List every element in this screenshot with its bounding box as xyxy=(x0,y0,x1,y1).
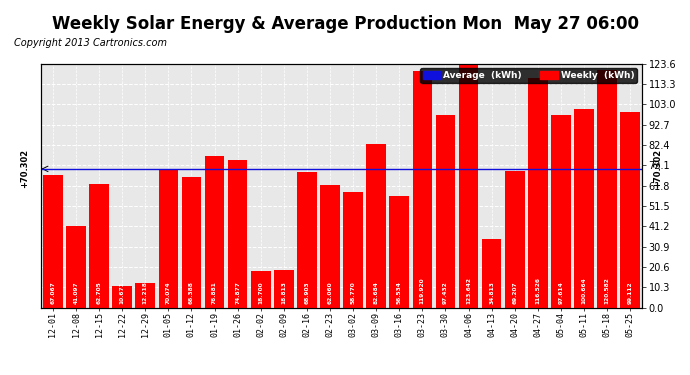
Bar xyxy=(297,172,317,308)
Bar xyxy=(505,171,524,308)
Text: 119.920: 119.920 xyxy=(420,277,425,303)
Text: 56.534: 56.534 xyxy=(397,280,402,303)
Bar xyxy=(66,226,86,308)
Bar xyxy=(366,144,386,308)
Text: 12.218: 12.218 xyxy=(143,280,148,303)
Text: 120.582: 120.582 xyxy=(604,277,609,303)
Bar xyxy=(135,284,155,308)
Text: 34.813: 34.813 xyxy=(489,280,494,303)
Bar xyxy=(551,115,571,308)
Text: 97.432: 97.432 xyxy=(443,281,448,303)
Bar xyxy=(228,160,248,308)
Text: 74.877: 74.877 xyxy=(235,280,240,303)
Bar xyxy=(620,112,640,308)
Bar xyxy=(435,116,455,308)
Text: 67.067: 67.067 xyxy=(50,281,55,303)
Text: 82.684: 82.684 xyxy=(374,280,379,303)
Text: 116.526: 116.526 xyxy=(535,276,540,303)
Bar xyxy=(482,239,502,308)
Text: 41.097: 41.097 xyxy=(74,281,79,303)
Text: 58.770: 58.770 xyxy=(351,281,355,303)
Bar xyxy=(205,156,224,308)
Bar xyxy=(459,64,478,308)
Text: Copyright 2013 Cartronics.com: Copyright 2013 Cartronics.com xyxy=(14,38,167,48)
Bar xyxy=(251,271,270,308)
Text: 68.903: 68.903 xyxy=(304,281,309,303)
Text: 100.664: 100.664 xyxy=(582,277,586,303)
Bar xyxy=(43,175,63,308)
Bar xyxy=(181,177,201,308)
Text: 62.060: 62.060 xyxy=(328,281,333,303)
Text: 18.700: 18.700 xyxy=(258,281,264,303)
Text: 69.207: 69.207 xyxy=(512,281,518,303)
Text: 123.642: 123.642 xyxy=(466,276,471,303)
Bar xyxy=(598,70,617,308)
Text: Weekly Solar Energy & Average Production Mon  May 27 06:00: Weekly Solar Energy & Average Production… xyxy=(52,15,638,33)
Bar xyxy=(112,286,132,308)
Bar xyxy=(574,109,594,307)
Bar xyxy=(389,196,409,308)
Text: +70.302: +70.302 xyxy=(19,149,29,188)
Text: 76.881: 76.881 xyxy=(212,280,217,303)
Text: 66.388: 66.388 xyxy=(189,280,194,303)
Bar xyxy=(413,71,432,308)
Bar xyxy=(274,270,294,308)
Text: 99.112: 99.112 xyxy=(628,281,633,303)
Text: 10.671: 10.671 xyxy=(119,281,125,303)
Bar xyxy=(344,192,363,308)
Text: 62.705: 62.705 xyxy=(97,281,101,303)
Bar xyxy=(528,78,548,308)
Text: 97.614: 97.614 xyxy=(558,281,564,303)
Bar xyxy=(320,185,339,308)
Bar xyxy=(159,169,178,308)
Text: 18.813: 18.813 xyxy=(282,280,286,303)
Text: +70.302: +70.302 xyxy=(653,149,662,188)
Bar xyxy=(89,184,109,308)
Legend: Average  (kWh), Weekly  (kWh): Average (kWh), Weekly (kWh) xyxy=(420,68,637,82)
Text: 70.074: 70.074 xyxy=(166,281,171,303)
